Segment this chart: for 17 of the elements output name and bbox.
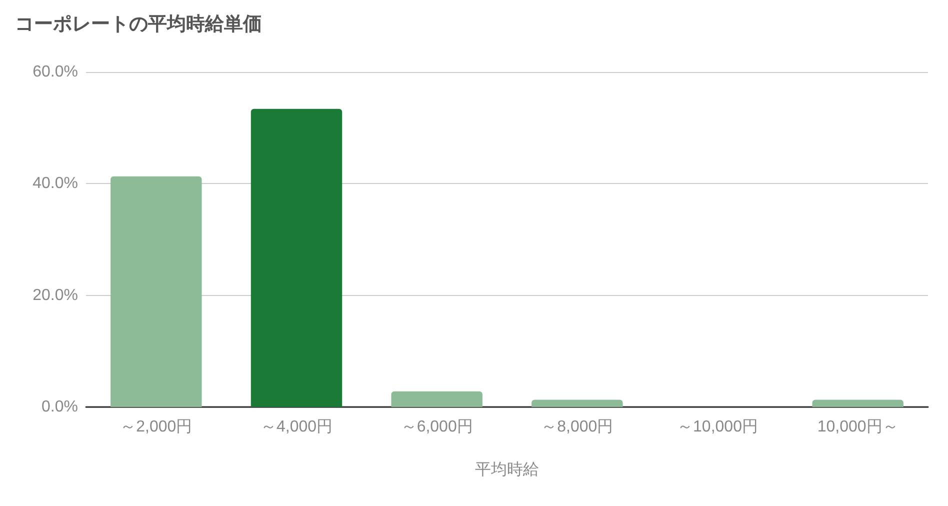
- y-tick-label: 20.0%: [32, 286, 78, 304]
- y-tick-label: 40.0%: [32, 175, 78, 192]
- y-tick-label: 0.0%: [42, 398, 78, 416]
- bar: [110, 176, 202, 407]
- y-tick-label: 60.0%: [32, 64, 78, 80]
- bar: [812, 400, 904, 407]
- bar: [250, 108, 342, 407]
- x-tick-label: ～2,000円: [120, 418, 192, 436]
- bar: [391, 391, 482, 407]
- bar: [532, 400, 623, 407]
- x-axis-title: 平均時給: [475, 460, 539, 478]
- x-tick-label: ～8,000円: [541, 418, 614, 436]
- x-tick-label: ～10,000円: [677, 418, 758, 436]
- x-tick-label: ～6,000円: [400, 418, 473, 436]
- x-tick-label: 10,000円～: [817, 418, 898, 436]
- chart-title: コーポレートの平均時給単価: [15, 13, 262, 35]
- x-tick-label: ～4,000円: [260, 418, 333, 436]
